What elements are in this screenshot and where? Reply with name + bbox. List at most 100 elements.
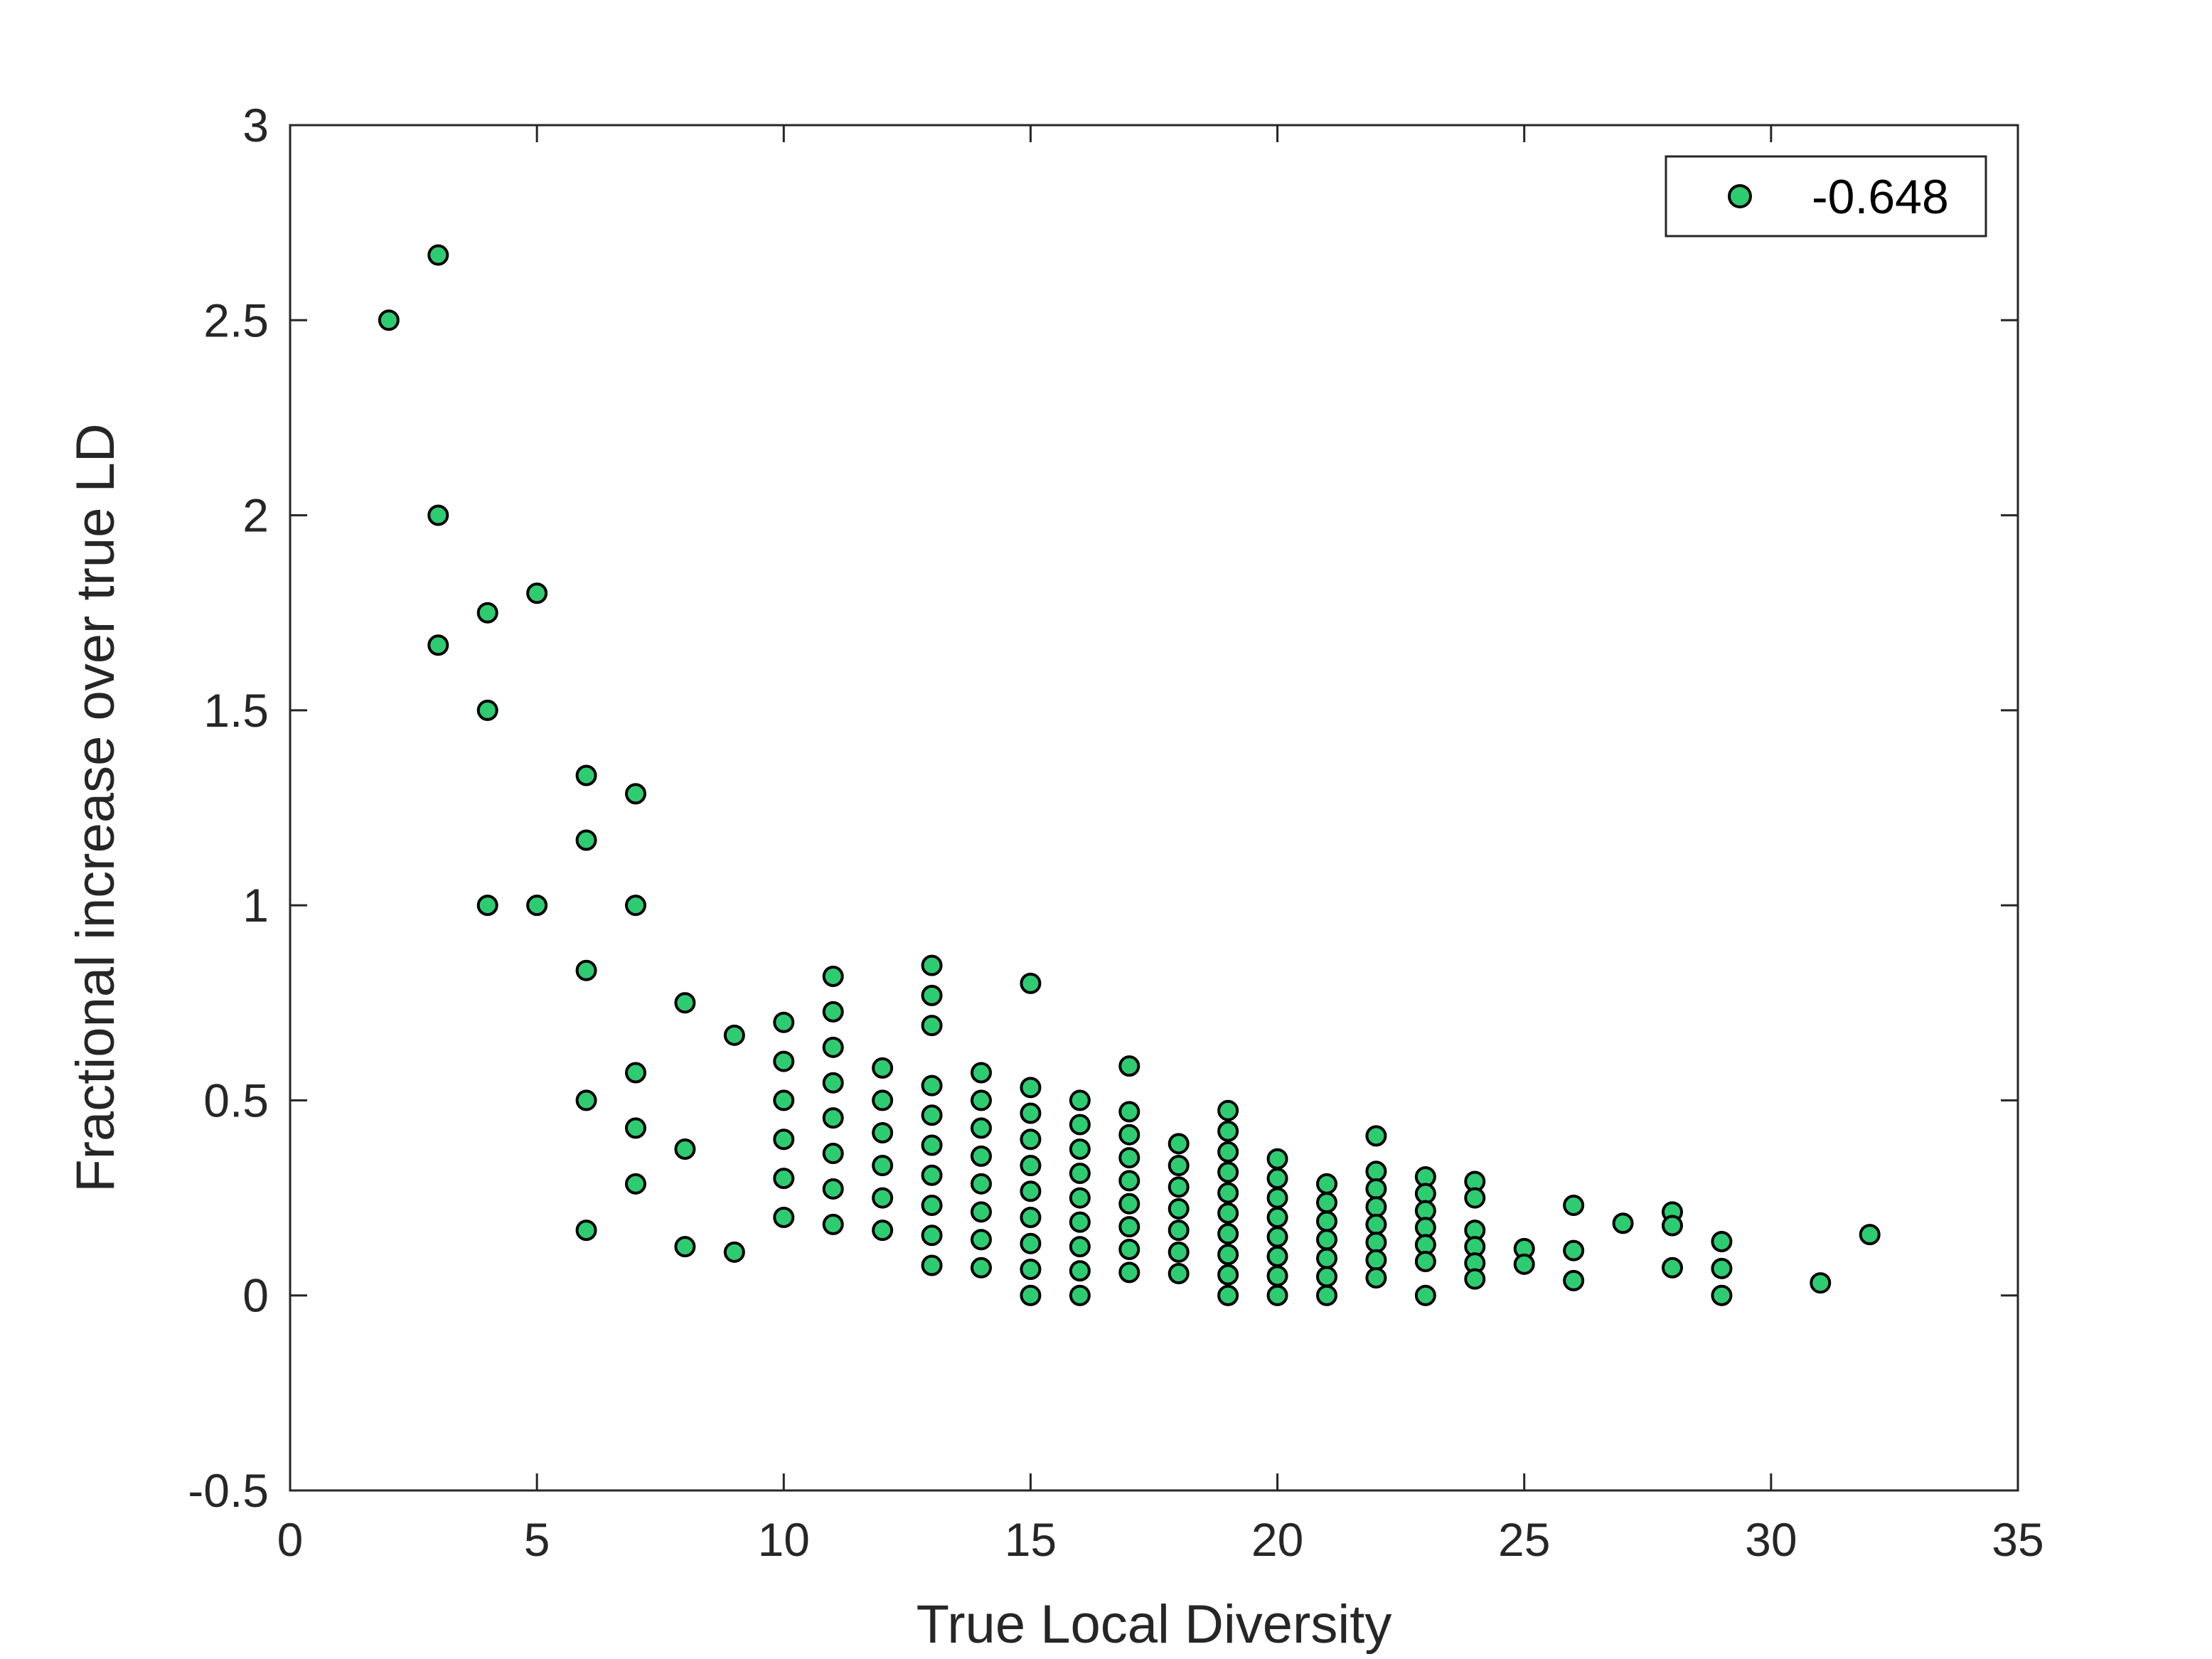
data-point <box>1266 1187 1288 1209</box>
data-point <box>1069 1163 1091 1185</box>
y-axis-label: Fractional increase over true LD <box>65 423 126 1192</box>
data-point <box>822 1036 844 1058</box>
data-point <box>1414 1250 1436 1272</box>
x-axis-label: True Local Diversity <box>917 1594 1392 1655</box>
data-point <box>1316 1192 1337 1214</box>
data-point <box>1069 1236 1091 1258</box>
data-point <box>1414 1183 1436 1205</box>
data-point <box>674 992 696 1014</box>
data-point <box>1020 1102 1042 1124</box>
y-tick-label: 0.5 <box>203 1074 269 1126</box>
data-point <box>921 984 943 1006</box>
data-point <box>1020 1180 1042 1202</box>
data-point <box>971 1229 992 1251</box>
data-point <box>1563 1239 1585 1261</box>
data-point <box>921 1134 943 1156</box>
data-point <box>1414 1284 1436 1306</box>
data-point <box>1464 1268 1486 1290</box>
data-point <box>971 1201 992 1223</box>
data-point <box>674 1236 696 1258</box>
data-point <box>1563 1194 1585 1216</box>
data-point <box>1168 1262 1190 1284</box>
data-point <box>1464 1187 1486 1209</box>
data-point <box>1118 1055 1140 1077</box>
x-tick-label: 0 <box>277 1513 304 1566</box>
data-point <box>1118 1216 1140 1238</box>
data-point <box>1069 1089 1091 1111</box>
data-point <box>822 1143 844 1165</box>
data-point <box>1266 1226 1288 1248</box>
data-point <box>1217 1141 1239 1163</box>
data-point <box>822 1072 844 1094</box>
data-point <box>526 582 548 604</box>
data-point <box>1217 1182 1239 1204</box>
data-point <box>921 1254 943 1276</box>
data-point <box>427 244 449 266</box>
data-point <box>872 1121 894 1143</box>
data-point <box>1365 1267 1387 1289</box>
data-point <box>378 309 400 331</box>
y-tick-label: 0 <box>242 1269 269 1322</box>
data-point <box>1020 1155 1042 1177</box>
data-point <box>872 1155 894 1177</box>
x-tick-label: 25 <box>1498 1513 1550 1566</box>
data-point <box>1266 1245 1288 1267</box>
data-point <box>1168 1220 1190 1242</box>
data-point <box>1118 1124 1140 1146</box>
data-point <box>1316 1266 1337 1288</box>
data-point <box>575 1089 597 1111</box>
data-point <box>575 1220 597 1242</box>
data-point <box>1612 1212 1634 1234</box>
data-point <box>971 1117 992 1139</box>
data-point <box>1118 1238 1140 1260</box>
data-point <box>625 895 646 917</box>
data-point <box>1365 1196 1387 1218</box>
data-point <box>476 895 498 917</box>
data-point <box>1513 1253 1535 1275</box>
data-point <box>1069 1187 1091 1209</box>
data-point <box>1365 1232 1387 1254</box>
data-point <box>1266 1148 1288 1170</box>
data-point <box>526 895 548 917</box>
data-point <box>921 1074 943 1097</box>
data-point <box>1020 1258 1042 1280</box>
data-point <box>1168 1241 1190 1263</box>
data-point <box>1020 1232 1042 1254</box>
data-point <box>822 1213 844 1235</box>
data-point <box>1266 1265 1288 1287</box>
data-point <box>1217 1244 1239 1266</box>
x-tick-label: 15 <box>1005 1513 1057 1566</box>
data-point <box>971 1062 992 1084</box>
data-point <box>1316 1229 1337 1251</box>
data-point <box>1316 1173 1337 1195</box>
x-tick-label: 10 <box>758 1513 810 1566</box>
data-point <box>1217 1202 1239 1224</box>
data-point <box>1118 1170 1140 1192</box>
data-points <box>378 244 1881 1306</box>
y-tick-label: -0.5 <box>188 1464 269 1517</box>
data-point <box>1069 1211 1091 1233</box>
data-point <box>575 959 597 981</box>
data-point <box>1217 1284 1239 1306</box>
axis-ticks: 0 5 10 15 20 25 30 35-0.500.511.522.53 <box>188 99 2043 1566</box>
data-point <box>1118 1147 1140 1169</box>
data-point <box>1365 1178 1387 1200</box>
legend: -0.648 <box>1665 155 1987 238</box>
legend-label: -0.648 <box>1812 170 1949 224</box>
data-point <box>822 1107 844 1129</box>
data-point <box>1020 1207 1042 1228</box>
data-point <box>723 1241 745 1263</box>
data-point <box>971 1089 992 1111</box>
data-point <box>1316 1210 1337 1232</box>
data-point <box>723 1024 745 1046</box>
data-point <box>1711 1257 1733 1279</box>
data-point <box>921 1194 943 1216</box>
data-point <box>1217 1223 1239 1245</box>
x-tick-label: 20 <box>1251 1513 1303 1566</box>
data-point <box>674 1138 696 1160</box>
data-point <box>1168 1133 1190 1155</box>
data-point <box>822 1178 844 1200</box>
data-point <box>1168 1155 1190 1177</box>
data-point <box>1266 1207 1288 1228</box>
